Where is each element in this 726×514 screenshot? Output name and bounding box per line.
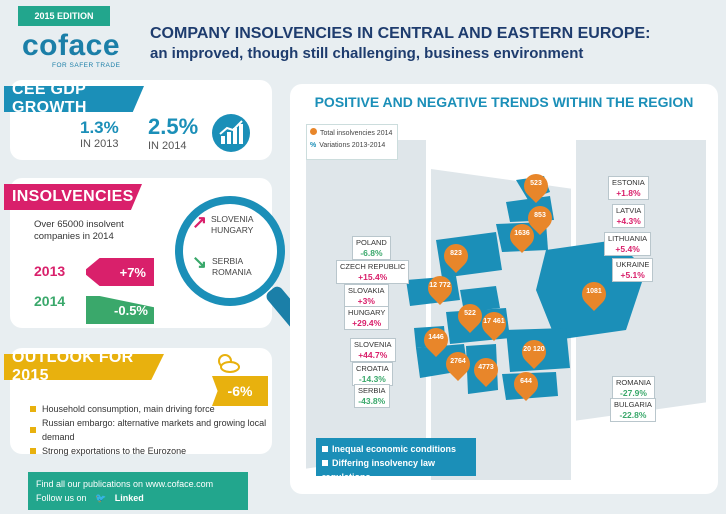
outlook-item: Household consumption, main driving forc… [30,402,270,416]
coface-logo[interactable]: coface FOR SAFER TRADE [22,30,142,75]
gdp-2014-label: IN 2014 [148,140,187,152]
marker-total-estonia: 523 [530,180,542,187]
year-2014: 2014 [34,293,66,309]
country-label-croatia: CROATIA -14.3% [352,362,393,386]
outlook-item: Russian embargo: alternative markets and… [30,416,270,444]
up-countries: SLOVENIA HUNGARY [211,214,254,235]
sun-cloud-icon [214,352,240,374]
gdp-banner: CEE GDP GROWTH [4,86,144,112]
footer: Find all our publications on www.coface.… [28,472,248,510]
gdp-2013-label: IN 2013 [80,138,119,150]
marker-total-poland: 823 [450,250,462,257]
country-label-lithuania: LITHUANIA +5.4% [604,232,652,256]
marker-total-serbia: 4773 [478,364,494,371]
gdp-2013: 1.3% IN 2013 [80,118,119,150]
marker-total-hungary: 17 461 [483,318,505,325]
footer-social: Follow us on 🐦 Linked [36,493,144,503]
logo-word: coface [22,29,121,62]
pin-icon [310,128,317,135]
country-label-poland: POLAND -6.8% [352,236,391,260]
country-label-ukraine: UKRAINE +5.1% [612,258,654,282]
marker-total-slovakia: 522 [464,310,476,317]
legend-variation: % Variations 2013-2014 [310,142,386,149]
insolvencies-text: Over 65000 insolvent companies in 2014 [34,219,124,242]
page-title: COMPANY INSOLVENCIES IN CENTRAL AND EAST… [150,24,720,64]
year-2013: 2013 [34,263,66,279]
logo-tagline: FOR SAFER TRADE [52,62,121,69]
marker-total-czech: 12 772 [429,282,451,289]
marker-total-ukraine: 1081 [586,288,602,295]
gdp-2013-value: 1.3% [80,118,119,137]
marker-total-slovenia: 1446 [428,334,444,341]
title-line-2: an improved, though still challenging, b… [150,45,584,62]
title-line-1: COMPANY INSOLVENCIES IN CENTRAL AND EAST… [150,25,651,42]
marker-total-romania: 20 120 [523,346,545,353]
marker-total-latvia: 853 [534,212,546,219]
outlook-list: Household consumption, main driving forc… [30,402,270,458]
country-label-bulgaria: BULGARIA -22.8% [610,398,656,422]
linkedin-icon[interactable]: Linked [114,493,144,503]
country-label-slovakia: SLOVAKIA +3% [344,284,389,308]
country-label-hungary: HUNGARY +29.4% [344,306,390,330]
growth-chart-icon [212,114,250,152]
footer-website[interactable]: Find all our publications on www.coface.… [36,479,214,489]
outlook-badge: -6% [212,376,268,406]
gdp-2014-value: 2.5% [148,114,199,139]
note-1: Inequal economic conditions [322,442,470,456]
down-countries: SERBIA ROMANIA [212,256,252,277]
country-label-estonia: ESTONIA +1.8% [608,176,649,200]
percent-icon: % [310,142,317,149]
country-label-czech: CZECH REPUBLIC +15.4% [336,260,410,284]
marker-total-bulgaria: 644 [520,378,532,385]
region-notes: Inequal economic conditions Differing in… [316,438,476,482]
twitter-icon[interactable]: 🐦 [95,493,107,503]
outlook-banner: OUTLOOK FOR 2015 [4,354,164,380]
outlook-item: Strong exportations to the Eurozone [30,444,270,458]
trend-up-icon: ↗ [192,212,208,232]
note-2: Differing insolvency law regulations [322,458,436,482]
edition-badge: 2015 EDITION [18,6,110,26]
map-legend: Total insolvencies 2014 % Variations 2013… [306,124,398,160]
magnifier-icon [175,196,285,306]
trend-down-icon: ↘ [192,252,208,272]
country-label-latvia: LATVIA +4.3% [612,204,646,228]
marker-total-croatia: 2764 [450,358,466,365]
country-label-romania: ROMANIA -27.9% [612,376,656,400]
insolvencies-banner: INSOLVENCIES [4,184,142,210]
marker-total-lithuania: 1636 [514,230,530,237]
region-title: POSITIVE AND NEGATIVE TRENDS WITHIN THE … [314,94,694,110]
change-2013-arrow: +7% [86,258,154,286]
gdp-2014: 2.5% IN 2014 [148,114,198,152]
country-label-slovenia: SLOVENIA +44.7% [350,338,396,362]
country-label-serbia: SERBIA -43.8% [354,384,390,408]
legend-total: Total insolvencies 2014 [310,128,394,140]
